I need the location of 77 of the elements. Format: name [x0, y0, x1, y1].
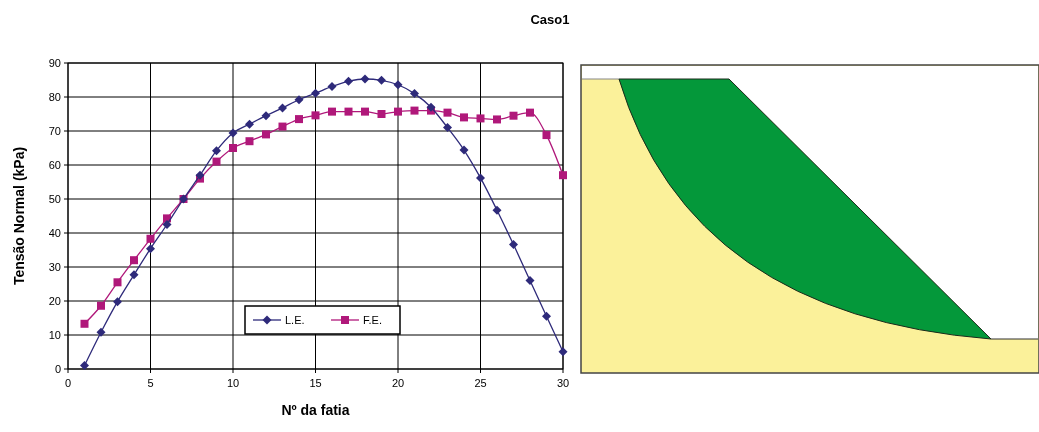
y-tick-label: 50	[48, 193, 61, 205]
x-axis-title: Nº da fatia	[281, 402, 350, 418]
point	[410, 89, 419, 99]
y-tick-label: 70	[48, 125, 61, 137]
point	[443, 108, 452, 117]
y-axis-title: Tensão Normal (kPa)	[11, 146, 27, 286]
point	[492, 205, 502, 215]
x-tick-label: 25	[474, 377, 487, 389]
legend-label: F.E.	[363, 314, 382, 326]
point	[311, 111, 320, 120]
point	[361, 107, 369, 116]
point	[212, 157, 221, 166]
point	[212, 146, 221, 156]
y-tick-label: 10	[48, 329, 61, 341]
point	[129, 270, 139, 280]
point	[410, 106, 419, 115]
point	[360, 74, 370, 84]
legend-label: L.E.	[285, 314, 305, 326]
point	[344, 76, 353, 86]
point	[295, 115, 303, 124]
point	[394, 107, 402, 116]
y-tick-label: 0	[54, 363, 61, 375]
point	[393, 80, 403, 90]
point	[344, 107, 353, 116]
point	[558, 347, 568, 357]
point	[509, 111, 518, 120]
point	[493, 115, 501, 124]
x-tick-label: 30	[556, 377, 570, 389]
point	[443, 123, 452, 133]
point	[130, 256, 138, 265]
point	[509, 240, 518, 250]
chart-title: Caso1	[530, 12, 570, 27]
point	[245, 137, 254, 146]
point	[113, 297, 122, 307]
point	[162, 220, 172, 229]
x-tick-label: 0	[64, 377, 72, 389]
point	[525, 276, 535, 286]
point	[146, 234, 155, 243]
point	[476, 173, 485, 183]
x-tick-label: 15	[309, 377, 322, 389]
x-tick-label: 5	[147, 377, 154, 389]
point	[96, 327, 106, 337]
point	[80, 319, 89, 328]
point	[80, 361, 89, 371]
point	[542, 311, 551, 321]
x-tick-label: 20	[391, 377, 405, 389]
point	[195, 170, 205, 180]
point	[460, 113, 468, 122]
point	[278, 122, 287, 131]
point	[262, 130, 270, 139]
point	[377, 75, 386, 85]
point	[426, 102, 436, 112]
point	[278, 103, 287, 113]
point	[228, 128, 238, 138]
y-tick-label: 90	[48, 57, 61, 69]
point	[377, 110, 386, 118]
point	[294, 95, 304, 105]
point	[113, 278, 122, 287]
point	[542, 131, 551, 140]
point	[459, 145, 469, 155]
point	[559, 171, 567, 180]
point	[327, 81, 337, 91]
point	[311, 88, 320, 98]
point	[97, 301, 105, 310]
point	[261, 111, 271, 121]
point	[245, 119, 254, 129]
y-tick-label: 40	[48, 227, 61, 239]
point	[476, 114, 485, 123]
point	[526, 108, 534, 117]
y-tick-label: 60	[48, 159, 61, 171]
y-tick-label: 80	[48, 91, 61, 103]
x-tick-label: 10	[226, 377, 240, 389]
y-tick-label: 30	[48, 261, 61, 273]
y-tick-label: 20	[48, 295, 61, 307]
point	[229, 144, 237, 152]
point	[146, 244, 155, 254]
point	[328, 107, 336, 116]
